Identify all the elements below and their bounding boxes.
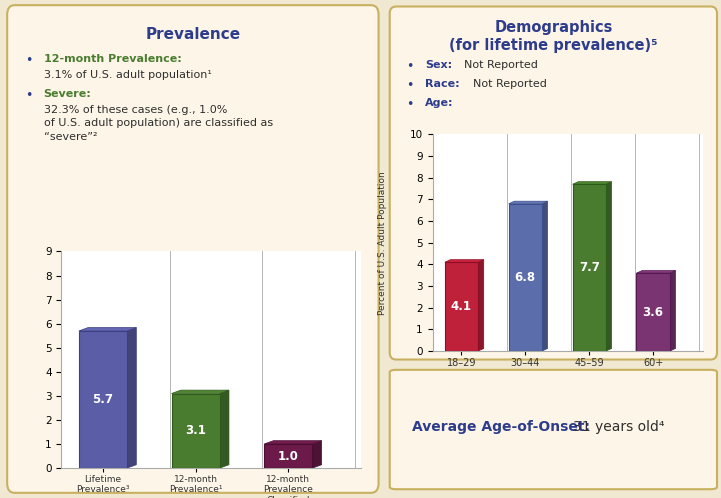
Text: 31 years old⁴: 31 years old⁴ [572,420,664,434]
Polygon shape [508,201,548,204]
Polygon shape [79,328,136,331]
Polygon shape [172,390,229,393]
Text: Prevalence: Prevalence [146,27,240,42]
Text: 3.1% of U.S. adult population¹: 3.1% of U.S. adult population¹ [43,70,211,80]
Bar [172,393,220,468]
Bar [445,262,478,351]
Text: Not Reported: Not Reported [464,60,537,70]
Bar [572,184,606,351]
Polygon shape [220,390,229,468]
Y-axis label: Percent of U.S. Adult Population: Percent of U.S. Adult Population [0,284,1,435]
Bar [637,273,670,351]
Text: 6.8: 6.8 [515,271,536,284]
FancyBboxPatch shape [390,370,717,489]
Text: •: • [406,98,413,111]
Polygon shape [478,259,484,351]
Text: (for lifetime prevalence)⁵: (for lifetime prevalence)⁵ [449,38,658,53]
Text: 3.6: 3.6 [642,306,663,319]
Polygon shape [542,201,548,351]
Text: 32.3% of these cases (e.g., 1.0%: 32.3% of these cases (e.g., 1.0% [43,105,227,115]
Polygon shape [312,441,322,468]
Text: Demographics: Demographics [494,20,613,35]
Text: 7.7: 7.7 [579,261,600,274]
Polygon shape [572,182,611,184]
Text: Age:: Age: [425,98,454,108]
Text: •: • [25,54,32,67]
Text: 1.0: 1.0 [278,450,298,463]
Bar [79,331,127,468]
Polygon shape [606,182,611,351]
Polygon shape [637,270,676,273]
Text: •: • [406,79,413,92]
Bar [264,444,312,468]
Text: 5.7: 5.7 [92,393,113,406]
Text: Severe:: Severe: [43,89,92,99]
Text: Sex:: Sex: [425,60,452,70]
Text: 3.1: 3.1 [185,424,206,437]
Y-axis label: Percent of U.S. Adult Population: Percent of U.S. Adult Population [378,171,386,315]
Text: of U.S. adult population) are classified as: of U.S. adult population) are classified… [43,119,273,128]
Polygon shape [264,441,322,444]
Text: 12-month Prevalence:: 12-month Prevalence: [43,54,182,64]
Polygon shape [445,259,484,262]
Text: Average Age-of-Onset:: Average Age-of-Onset: [412,420,590,434]
Text: “severe”²: “severe”² [43,132,97,142]
Text: Race:: Race: [425,79,460,89]
Bar [508,204,542,351]
Text: 4.1: 4.1 [451,300,472,313]
Polygon shape [670,270,676,351]
Polygon shape [127,328,136,468]
Text: •: • [25,89,32,102]
Text: •: • [406,60,413,73]
FancyBboxPatch shape [7,5,379,493]
FancyBboxPatch shape [390,6,717,360]
Text: Not Reported: Not Reported [473,79,547,89]
